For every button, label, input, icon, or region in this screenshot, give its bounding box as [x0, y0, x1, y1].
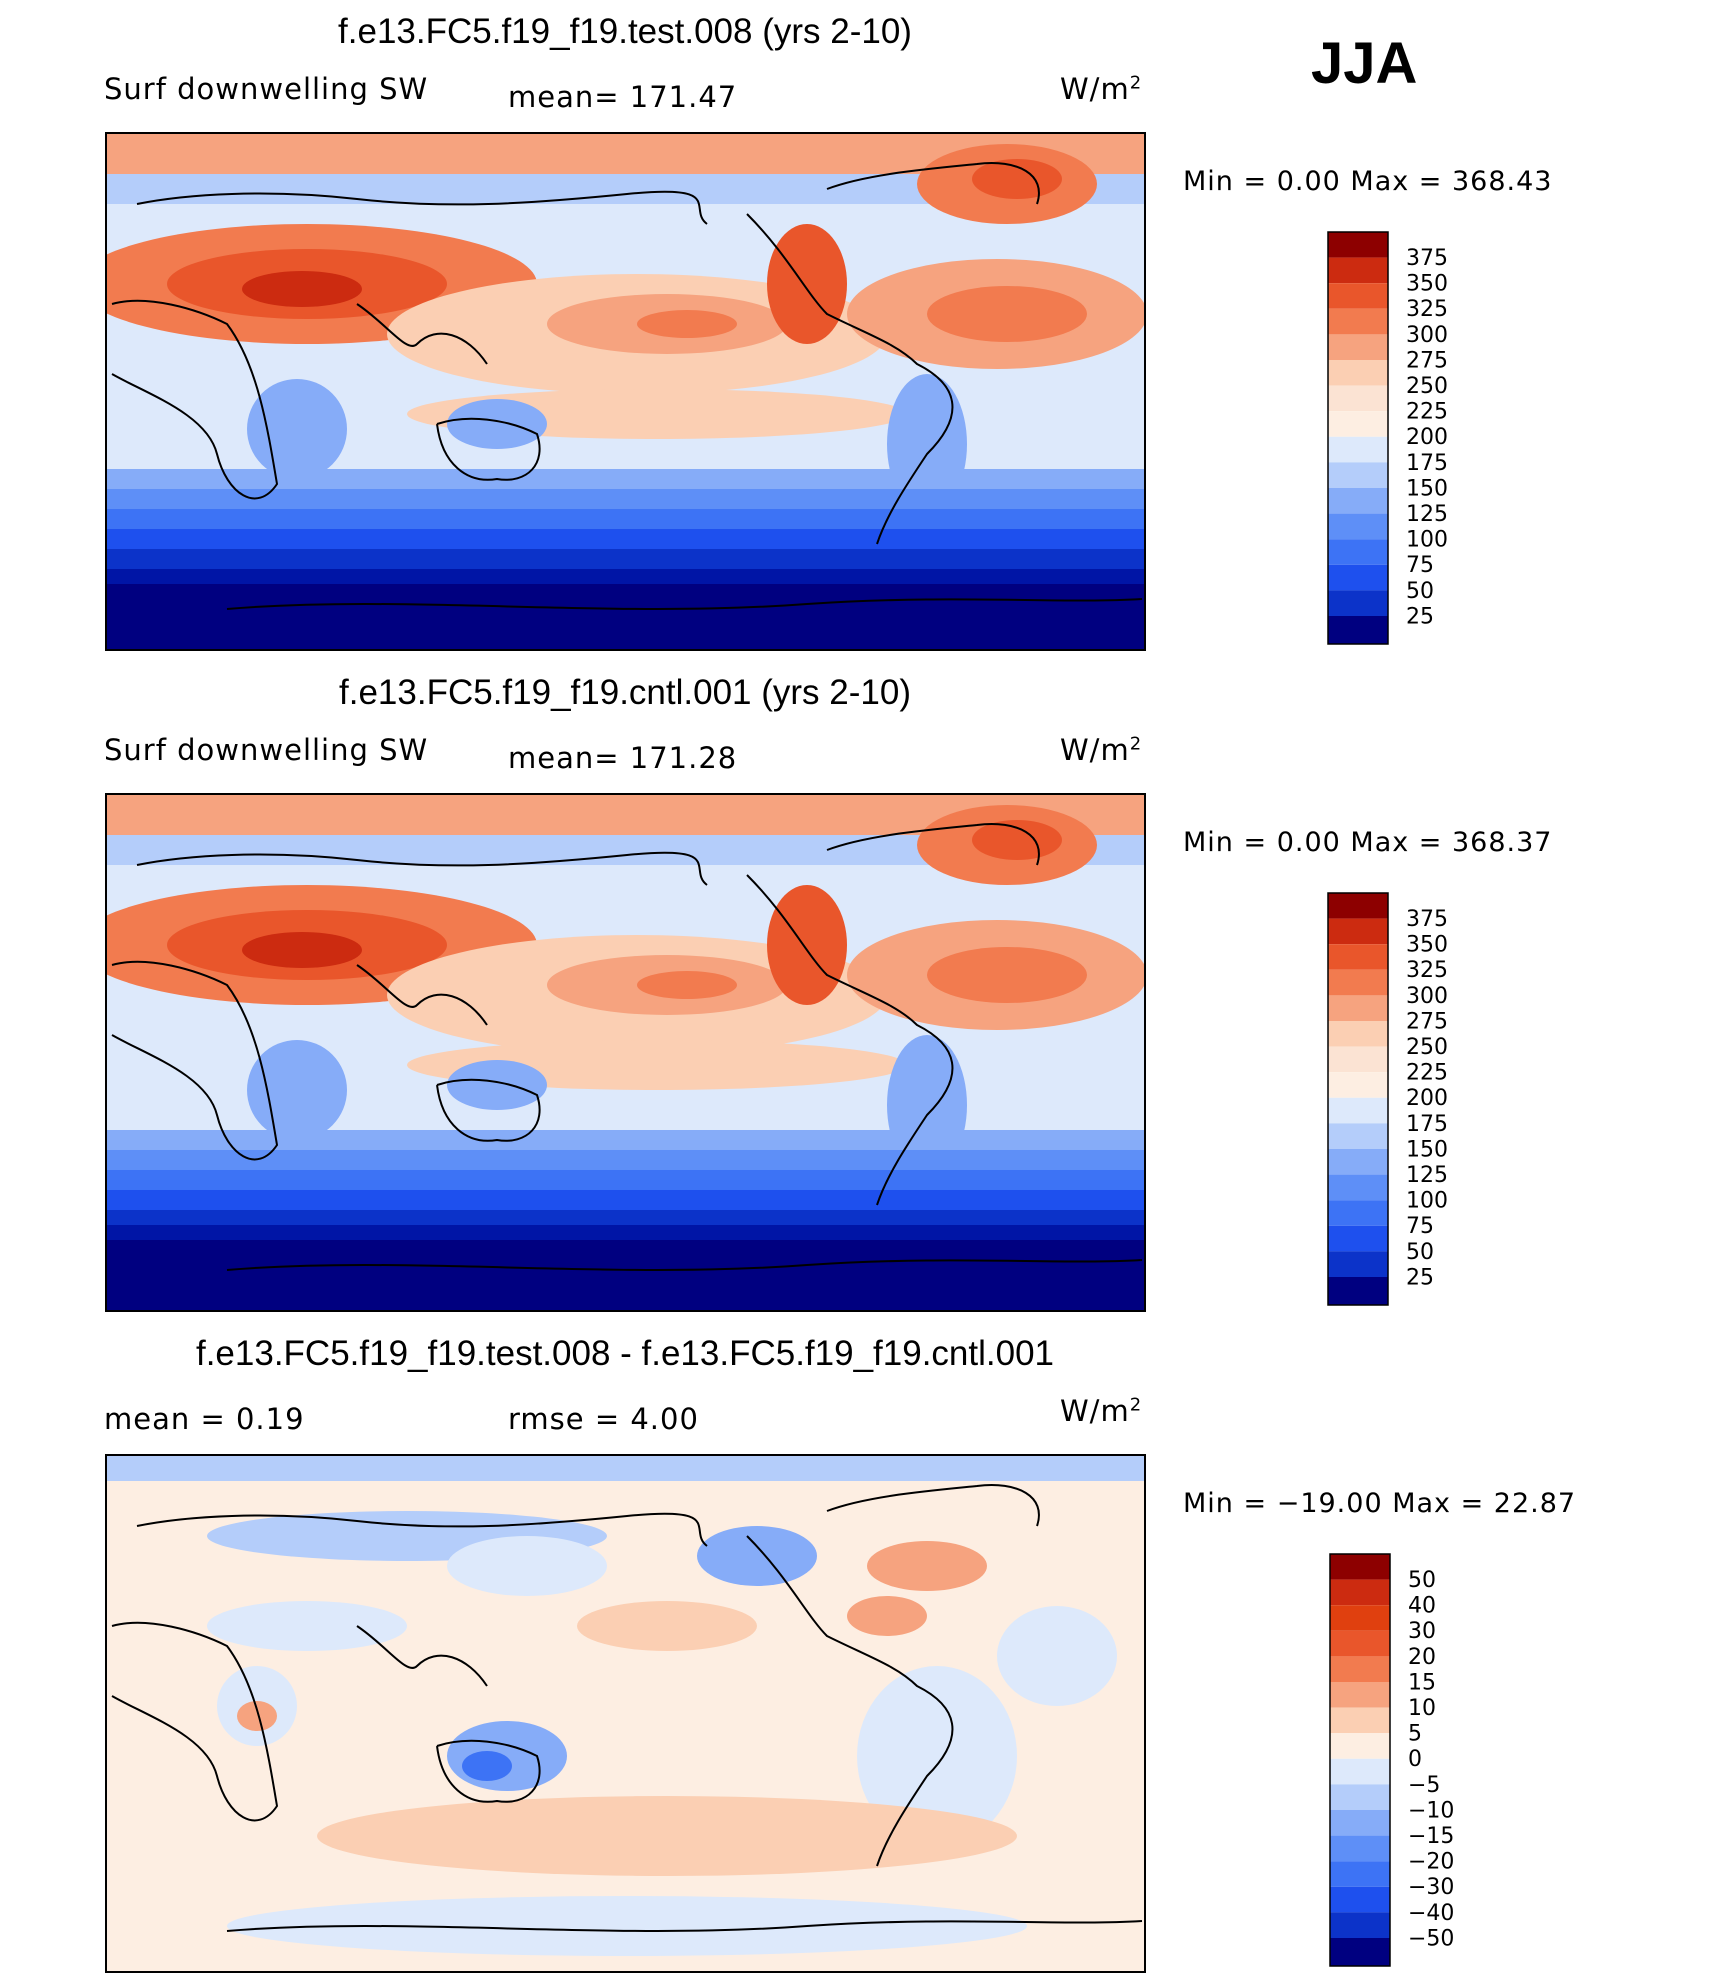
panel-1-colorbar-label: 50	[1406, 579, 1434, 604]
panel-1-units-label: W/m2	[1060, 72, 1143, 106]
panel-1-colorbar-label: 100	[1406, 528, 1448, 553]
panel-3-colorbar-label: 0	[1408, 1747, 1422, 1772]
panel-1-colorbar-label: 25	[1406, 604, 1434, 629]
panel-3-colorbar-label: 10	[1408, 1696, 1436, 1721]
panel-2-colorbar-label: 75	[1406, 1214, 1434, 1239]
panel-3-minmax: Min = −19.00 Max = 22.87	[1183, 1488, 1577, 1519]
panel-2-variable-label: Surf downwelling SW	[104, 733, 429, 767]
panel-2-minmax: Min = 0.00 Max = 368.37	[1183, 827, 1553, 858]
panel-1-colorbar-label: 225	[1406, 400, 1448, 425]
panel-3-colorbar-label: −40	[1408, 1901, 1454, 1926]
panel-2-colorbar-label: 350	[1406, 933, 1448, 958]
panel-2-colorbar-label: 250	[1406, 1035, 1448, 1060]
panel-2-colorbar-label: 375	[1406, 907, 1448, 932]
panel-2-colorbar-svg: 375 350 325 300 275 250 225 200 175 150 …	[1327, 892, 1448, 1306]
panel-1-colorbar-label: 275	[1406, 348, 1448, 373]
panel-3-colorbar: 50 40 30 20 15 10 5 0 −5 −10 −15 −20 −30…	[1329, 1553, 1530, 1968]
panel-3-colorbar-label: −20	[1408, 1850, 1454, 1875]
panel-3-colorbar-svg: 50 40 30 20 15 10 5 0 −5 −10 −15 −20 −30…	[1329, 1553, 1454, 1967]
panel-3-colorbar-label: 50	[1408, 1568, 1436, 1593]
panel-2-mean-label: mean= 171.28	[508, 741, 738, 775]
panel-3-colorbar-label: 40	[1408, 1594, 1436, 1619]
panel-2-title: f.e13.FC5.f19_f19.cntl.001 (yrs 2-10)	[339, 673, 911, 712]
panel-2-colorbar-label: 200	[1406, 1086, 1448, 1111]
panel-2-colorbar-label: 50	[1406, 1240, 1434, 1265]
panel-2-colorbar: 375 350 325 300 275 250 225 200 175 150 …	[1327, 892, 1528, 1307]
panel-1-colorbar-label: 200	[1406, 425, 1448, 450]
panel-1-map-svg	[107, 134, 1144, 649]
panel-3-colorbar-label: −15	[1408, 1824, 1454, 1849]
panel-3-colorbar-label: −30	[1408, 1875, 1454, 1900]
panel-1-colorbar-label: 125	[1406, 502, 1448, 527]
panel-2-colorbar-label: 175	[1406, 1112, 1448, 1137]
season-label: JJA	[1311, 31, 1418, 96]
panel-1-colorbar-svg: 375 350 325 300 275 250 225 200 175 150 …	[1327, 231, 1448, 645]
panel-3-map-svg	[107, 1456, 1144, 1971]
panel-1-colorbar-label: 300	[1406, 323, 1448, 348]
panel-1-minmax: Min = 0.00 Max = 368.43	[1183, 166, 1553, 197]
panel-1-colorbar-swatches	[1327, 231, 1389, 645]
panel-1-colorbar-label: 75	[1406, 553, 1434, 578]
panel-2-map	[105, 793, 1146, 1312]
panel-2-units-label: W/m2	[1060, 733, 1143, 767]
panel-1-colorbar-label: 250	[1406, 374, 1448, 399]
panel-3-units-label: W/m2	[1060, 1394, 1143, 1428]
panel-2-colorbar-label: 125	[1406, 1163, 1448, 1188]
panel-1-colorbar-label: 350	[1406, 272, 1448, 297]
panel-3-map	[105, 1454, 1146, 1973]
panel-2-map-svg	[107, 795, 1144, 1310]
panel-3-colorbar-label: −5	[1408, 1773, 1440, 1798]
panel-3-colorbar-swatches	[1329, 1553, 1391, 1967]
panel-2-colorbar-swatches	[1327, 892, 1389, 1306]
panel-1-title: f.e13.FC5.f19_f19.test.008 (yrs 2-10)	[338, 12, 912, 51]
panel-3-colorbar-label: 15	[1408, 1670, 1436, 1695]
panel-3-colorbar-label: −50	[1408, 1926, 1454, 1951]
panel-3-colorbar-label: 20	[1408, 1645, 1436, 1670]
panel-3-rmse-label: rmse = 4.00	[508, 1402, 699, 1436]
panel-1-mean-label: mean= 171.47	[508, 80, 738, 114]
panel-2-colorbar-label: 275	[1406, 1009, 1448, 1034]
panel-2-colorbar-label: 325	[1406, 958, 1448, 983]
panel-1-colorbar: 375 350 325 300 275 250 225 200 175 150 …	[1327, 231, 1528, 646]
panel-2-colorbar-label: 300	[1406, 984, 1448, 1009]
panel-2-colorbar-label: 150	[1406, 1137, 1448, 1162]
panel-1-colorbar-label: 325	[1406, 297, 1448, 322]
panel-1-colorbar-label: 175	[1406, 451, 1448, 476]
panel-2-colorbar-label: 25	[1406, 1265, 1434, 1290]
panel-3-colorbar-label: 30	[1408, 1619, 1436, 1644]
panel-1-variable-label: Surf downwelling SW	[104, 72, 429, 106]
panel-1-map	[105, 132, 1146, 651]
panel-1-colorbar-label: 150	[1406, 476, 1448, 501]
panel-3-title: f.e13.FC5.f19_f19.test.008 - f.e13.FC5.f…	[195, 1334, 1055, 1373]
panel-3-colorbar-label: −10	[1408, 1798, 1454, 1823]
panel-3-colorbar-label: 5	[1408, 1722, 1422, 1747]
panel-2-colorbar-label: 100	[1406, 1189, 1448, 1214]
panel-3-mean-label: mean = 0.19	[104, 1402, 305, 1436]
panel-2-colorbar-label: 225	[1406, 1061, 1448, 1086]
panel-1-colorbar-label: 375	[1406, 246, 1448, 271]
